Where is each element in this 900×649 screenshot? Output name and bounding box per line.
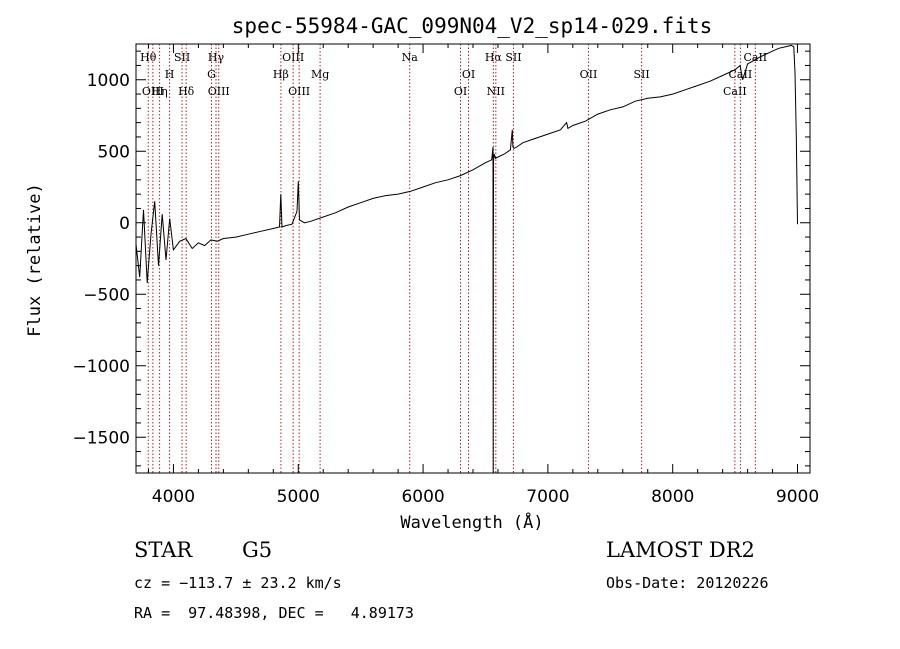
emission-line-markers: HθOIIIHηHSIIHδHγGOIIIOIIIHβOIIIMgNaOIOIH… bbox=[140, 44, 767, 473]
line-marker-label-17: SII bbox=[505, 51, 521, 64]
y-tick-label-500: 500 bbox=[98, 142, 130, 162]
object-subclass: G5 bbox=[242, 538, 273, 562]
line-marker-label-8: OIII bbox=[208, 85, 230, 98]
coordinates: RA = 97.48398, DEC = 4.89173 bbox=[134, 604, 414, 622]
x-tick-label-7000: 7000 bbox=[526, 487, 569, 507]
y-tick-label--1500: −1500 bbox=[72, 428, 130, 448]
line-marker-label-23: CaII bbox=[743, 51, 767, 64]
line-marker-label-18: NII bbox=[487, 85, 505, 98]
y-axis-label: Flux (relative) bbox=[25, 183, 45, 337]
line-marker-label-0: Hθ bbox=[140, 51, 157, 64]
line-marker-label-2: Hη bbox=[151, 85, 167, 98]
axis-ticks: 4000 5000 6000 7000 8000 9000 −1500 −1000 −500 0 5… bbox=[72, 44, 819, 507]
line-marker-label-21: CaII bbox=[729, 68, 753, 81]
line-marker-label-1: OIII bbox=[142, 85, 164, 98]
object-class: STAR bbox=[134, 538, 193, 562]
x-tick-label-9000: 9000 bbox=[776, 487, 819, 507]
line-marker-label-13: Na bbox=[402, 51, 419, 64]
redshift-value: cz = −113.7 ± 23.2 km/s bbox=[134, 574, 342, 592]
y-tick-label-1000: 1000 bbox=[87, 71, 130, 91]
line-marker-label-5: Hδ bbox=[178, 85, 195, 98]
line-marker-label-20: SII bbox=[634, 68, 650, 81]
line-marker-label-11: OIII bbox=[288, 85, 310, 98]
line-marker-label-14: OI bbox=[462, 68, 475, 81]
line-marker-label-22: CaII bbox=[723, 85, 747, 98]
line-marker-label-3: H bbox=[165, 68, 175, 81]
y-tick-label--500: −500 bbox=[83, 285, 130, 305]
survey-name: LAMOST DR2 bbox=[606, 538, 755, 562]
x-axis-label: Wavelength (Å) bbox=[400, 511, 543, 533]
line-marker-label-9: OIII bbox=[282, 51, 304, 64]
y-tick-label-0: 0 bbox=[119, 214, 130, 234]
x-tick-label-5000: 5000 bbox=[277, 487, 320, 507]
spectrum-line bbox=[135, 44, 798, 474]
line-marker-label-7: G bbox=[207, 68, 216, 81]
line-marker-label-16: Hα bbox=[485, 51, 503, 64]
x-tick-label-4000: 4000 bbox=[152, 487, 195, 507]
line-marker-label-15: OI bbox=[454, 85, 467, 98]
line-marker-label-19: OII bbox=[580, 68, 598, 81]
x-tick-label-8000: 8000 bbox=[651, 487, 694, 507]
line-marker-label-12: Mg bbox=[311, 68, 329, 81]
observation-date: Obs-Date: 20120226 bbox=[606, 574, 769, 592]
line-marker-label-4: SII bbox=[174, 51, 190, 64]
line-marker-label-6: Hγ bbox=[208, 51, 225, 64]
x-tick-label-6000: 6000 bbox=[401, 487, 444, 507]
line-marker-label-10: Hβ bbox=[273, 68, 289, 81]
chart-title: spec-55984-GAC_099N04_V2_sp14-029.fits bbox=[232, 14, 712, 38]
plot-frame bbox=[135, 43, 811, 474]
y-tick-label--1000: −1000 bbox=[72, 357, 130, 377]
